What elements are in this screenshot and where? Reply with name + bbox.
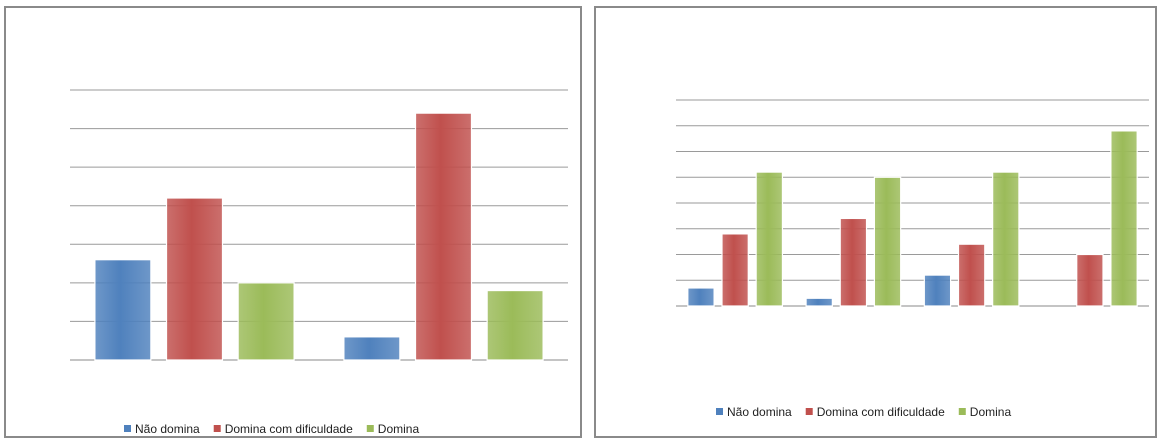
legend-swatch (124, 425, 131, 432)
bar (1110, 130, 1138, 307)
legend-swatch (716, 408, 723, 415)
legend-swatch (805, 408, 813, 415)
chart-diagnostica: Não domina Domina com dificuldade Domina (70, 89, 568, 436)
chart-final: Não domina Domina com dificuldade Domina (676, 99, 1149, 419)
bar (755, 171, 784, 307)
legend-label: Domina (970, 405, 1012, 419)
legend-label: Não domina (727, 405, 792, 419)
legend-swatch (366, 425, 374, 432)
legend-label: Domina (378, 422, 420, 436)
bar (343, 336, 401, 361)
bar (957, 243, 986, 307)
legend-label: Domina com dificuldade (225, 422, 353, 436)
bar (486, 289, 544, 361)
bar (687, 287, 715, 307)
bar (94, 259, 152, 361)
bar (1076, 253, 1104, 307)
bar (237, 282, 295, 361)
bar (992, 171, 1020, 307)
chart-panel-final: Não domina Domina com dificuldade Domina (594, 6, 1157, 438)
legend-swatch (213, 425, 221, 432)
bar (165, 197, 224, 361)
legend-label: Domina com dificuldade (817, 405, 945, 419)
bar (839, 217, 868, 307)
chart-panel-diagnostica: Não domina Domina com dificuldade Domina (4, 6, 582, 438)
bar (873, 176, 902, 307)
legend-label: Não domina (135, 422, 200, 436)
legend-swatch (958, 408, 966, 415)
bar (721, 233, 749, 307)
bar (414, 112, 473, 361)
bar (805, 297, 833, 307)
bar (923, 274, 952, 307)
